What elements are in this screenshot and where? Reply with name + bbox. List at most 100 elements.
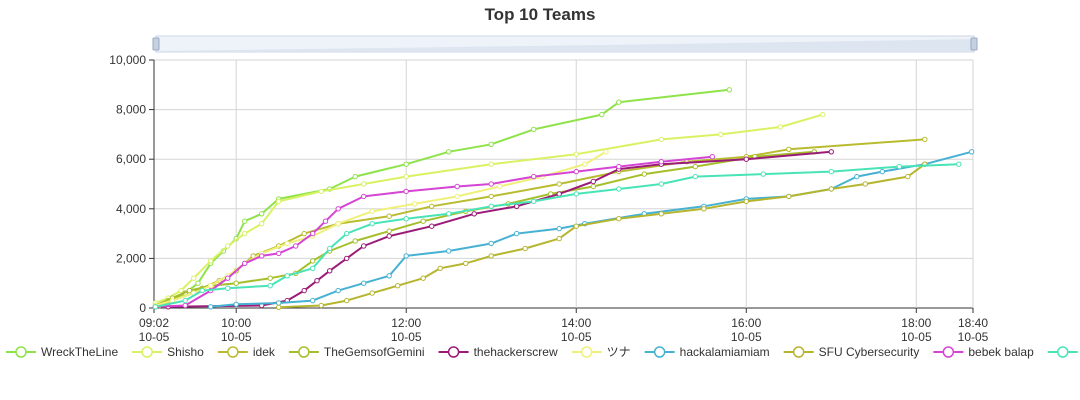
data-point[interactable] [403,253,409,259]
data-point[interactable] [922,136,928,143]
data-point[interactable] [318,188,324,195]
data-point[interactable] [446,248,452,254]
zoom-handle-right[interactable] [970,37,978,51]
data-point[interactable] [786,146,792,153]
data-point[interactable] [454,183,460,190]
data-point[interactable] [335,221,341,227]
data-point[interactable] [318,302,324,309]
data-point[interactable] [186,287,193,294]
legend-item-0[interactable]: WreckTheLine [6,345,118,359]
data-point[interactable] [259,221,265,227]
data-point[interactable] [786,193,792,200]
data-point[interactable] [556,191,562,197]
data-point[interactable] [208,304,214,310]
data-point[interactable] [896,163,902,170]
data-point[interactable] [369,221,375,227]
data-point[interactable] [582,161,588,167]
data-point[interactable] [905,173,911,180]
data-point[interactable] [446,211,452,217]
data-point[interactable] [301,287,307,294]
data-point[interactable] [514,203,520,210]
data-point[interactable] [514,230,520,237]
data-point[interactable] [259,253,265,259]
series-line[interactable] [155,150,815,307]
data-point[interactable] [828,149,834,155]
data-point[interactable] [403,216,409,222]
data-point[interactable] [386,273,392,279]
data-point[interactable] [692,163,698,170]
data-point[interactable] [968,149,975,155]
data-point[interactable] [310,265,316,271]
data-point[interactable] [590,183,596,190]
data-point[interactable] [233,280,239,286]
data-point[interactable] [599,111,605,118]
data-point[interactable] [386,213,392,219]
data-point[interactable] [862,181,868,187]
data-point[interactable] [412,201,418,207]
data-point[interactable] [641,171,647,177]
legend-item-5[interactable]: ツナ [571,345,631,359]
data-point[interactable] [369,208,375,215]
data-point[interactable] [208,258,214,264]
data-point[interactable] [429,203,435,210]
data-point[interactable] [616,186,622,192]
data-point[interactable] [284,240,290,247]
data-point[interactable] [352,173,358,180]
data-point[interactable] [497,183,503,190]
data-point[interactable] [777,124,783,130]
data-point[interactable] [369,290,375,296]
data-point[interactable] [310,297,316,304]
data-point[interactable] [191,275,197,281]
data-point[interactable] [361,243,367,249]
data-point[interactable] [267,275,273,281]
data-point[interactable] [471,211,477,217]
series-line[interactable] [155,113,824,304]
data-point[interactable] [956,161,962,167]
data-point[interactable] [276,304,282,310]
data-point[interactable] [573,151,579,157]
data-point[interactable] [195,280,201,286]
data-point[interactable] [276,300,282,306]
legend-item-6[interactable]: hackalamiamiam [644,345,770,359]
legend-item-8[interactable]: bebek balap [933,345,1034,359]
data-point[interactable] [310,258,316,264]
data-point[interactable] [488,240,494,247]
data-point[interactable] [743,156,749,162]
data-point[interactable] [403,161,409,167]
data-point[interactable] [314,278,320,284]
data-point[interactable] [879,168,885,175]
data-point[interactable] [225,275,231,281]
data-point[interactable] [208,283,214,289]
data-point[interactable] [361,181,367,187]
data-point[interactable] [335,287,341,294]
legend-item-9[interactable]: HackHack [1047,345,1080,359]
data-point[interactable] [446,149,452,155]
data-point[interactable] [488,253,494,259]
data-point[interactable] [233,301,239,307]
data-point[interactable] [820,111,826,118]
legend-item-3[interactable]: TheGemsofGemini [288,345,425,359]
data-point[interactable] [488,203,494,210]
data-point[interactable] [616,163,622,170]
data-point[interactable] [437,265,443,271]
data-point[interactable] [828,168,834,175]
data-point[interactable] [531,198,537,205]
data-point[interactable] [310,230,316,237]
data-point[interactable] [361,280,367,286]
data-point[interactable] [603,149,609,155]
data-point[interactable] [267,283,273,289]
data-point[interactable] [344,230,350,237]
data-point[interactable] [327,268,333,274]
data-point[interactable] [573,223,579,229]
data-point[interactable] [327,245,333,252]
series-line[interactable] [155,163,959,308]
series-line[interactable] [168,150,832,308]
data-point[interactable] [658,136,664,143]
data-point[interactable] [463,260,469,267]
data-point[interactable] [692,173,698,180]
data-point[interactable] [352,238,358,244]
data-point[interactable] [152,304,159,310]
data-point[interactable] [344,255,350,262]
data-point[interactable] [429,223,435,229]
data-point[interactable] [658,181,664,187]
